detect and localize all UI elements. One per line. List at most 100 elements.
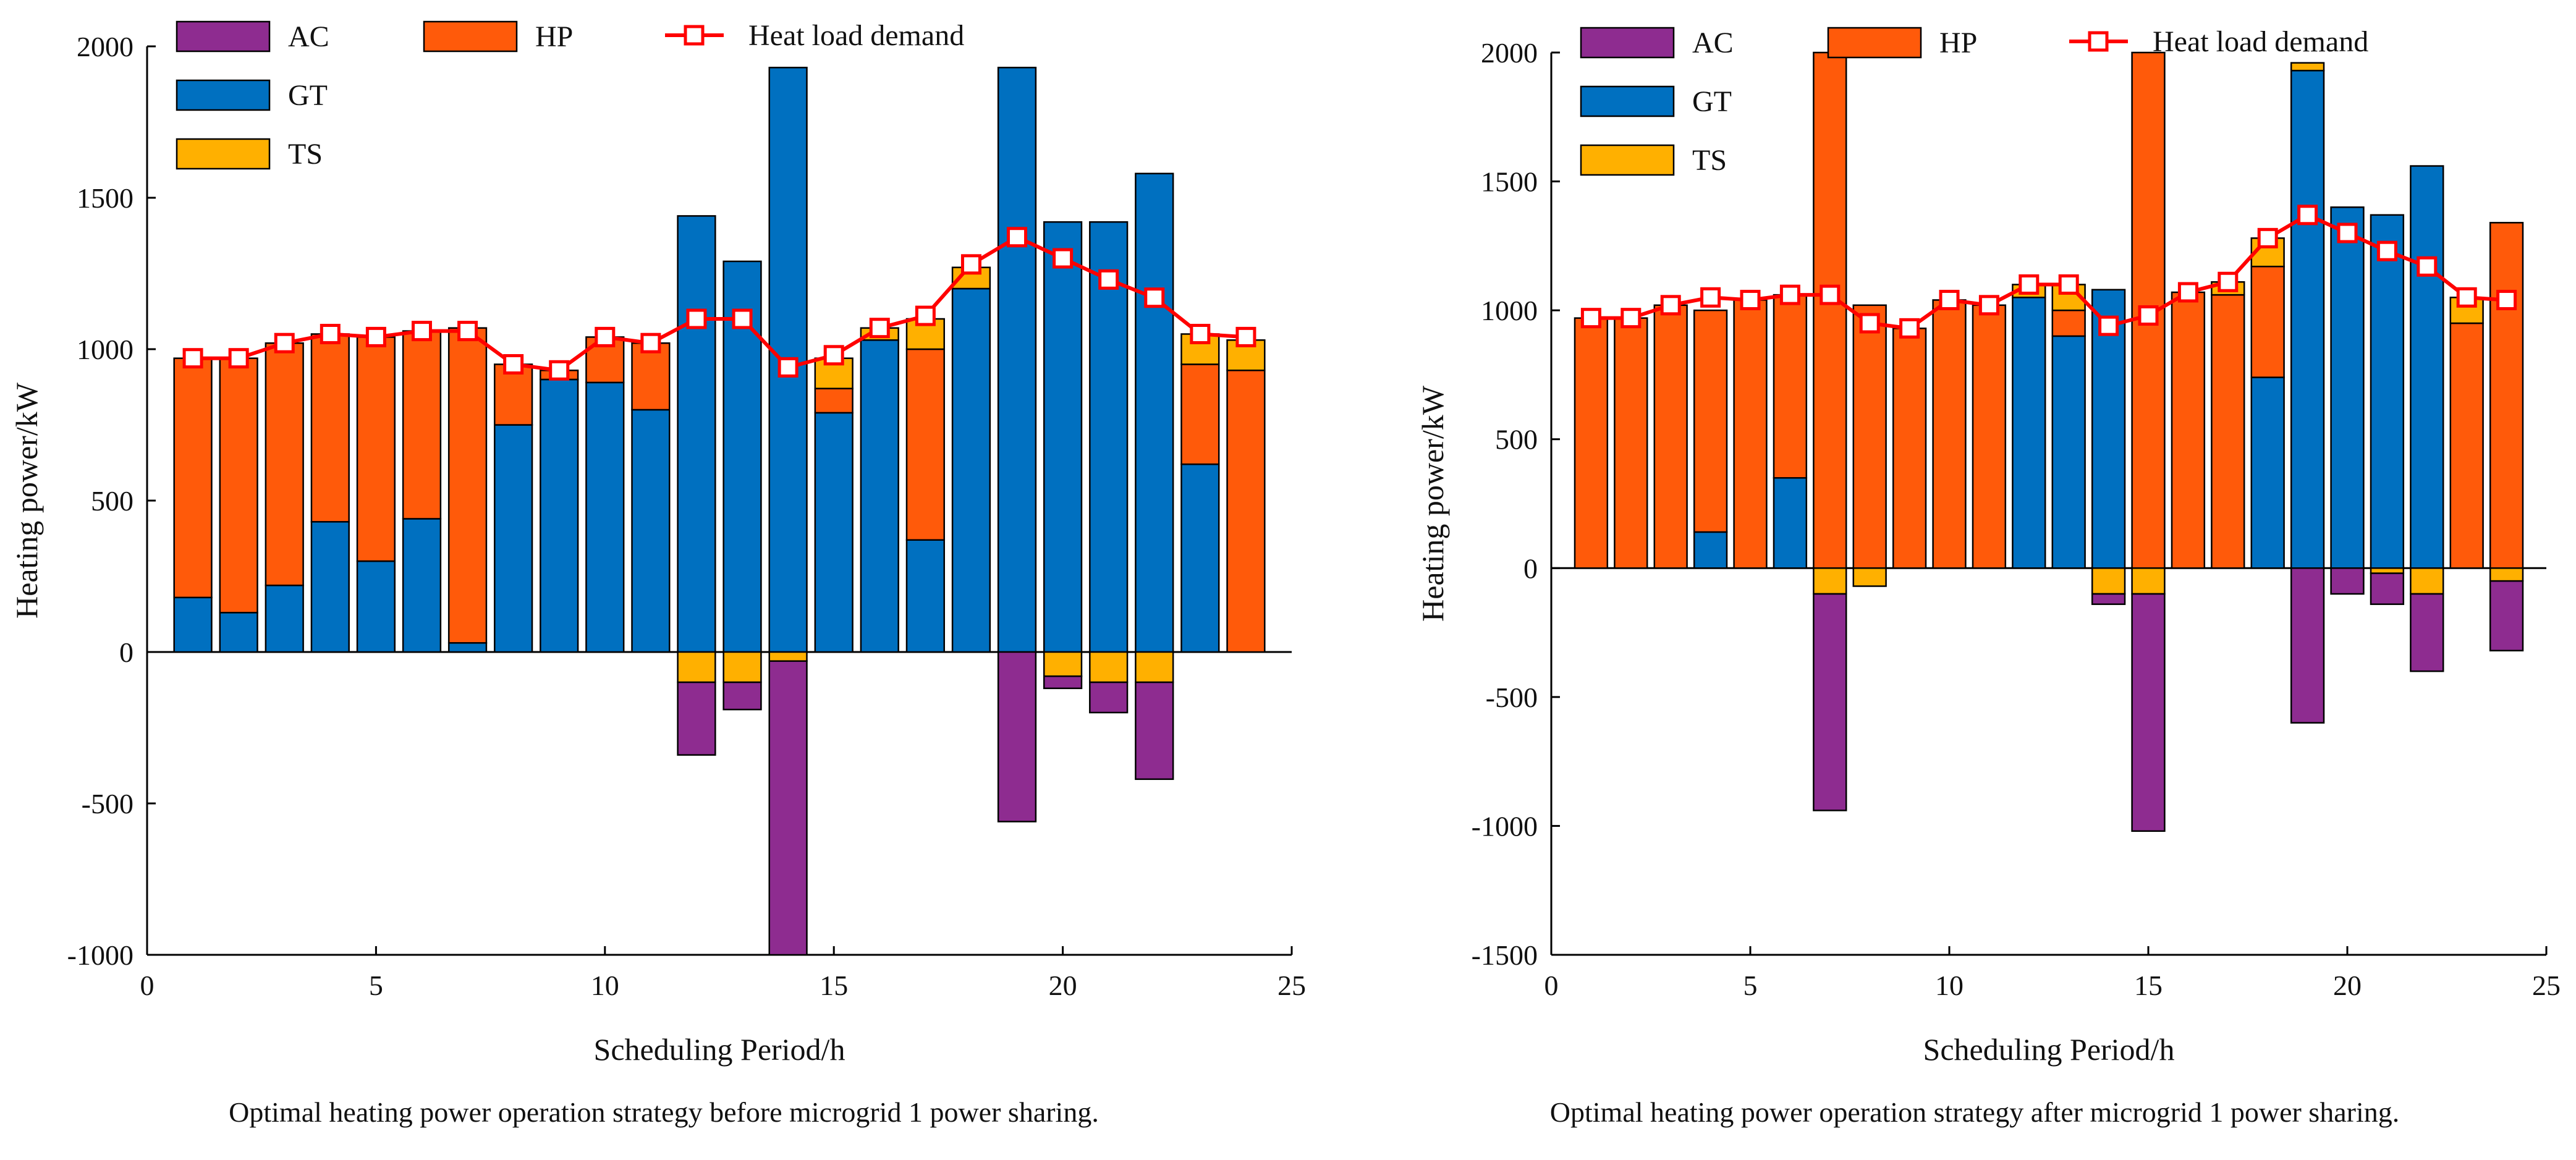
figure-caption: Optimal heating power operation strategy… bbox=[229, 1096, 1099, 1128]
y-tick-label: -1000 bbox=[67, 939, 133, 971]
y-tick-label: 0 bbox=[1523, 552, 1538, 584]
heat-load-marker-5 bbox=[365, 326, 386, 347]
y-tick-label: -1000 bbox=[1472, 810, 1538, 842]
bar-ts-22 bbox=[1135, 651, 1174, 684]
bar-ac-22 bbox=[1135, 681, 1174, 781]
heat-load-marker-2 bbox=[228, 348, 249, 369]
x-tick-label: 15 bbox=[2134, 970, 2163, 1001]
x-tick-label: 10 bbox=[591, 970, 619, 1001]
y-axis-title: Heating power/kW bbox=[1415, 385, 1450, 622]
bar-gt-12 bbox=[677, 215, 716, 653]
heat-load-marker-11 bbox=[640, 332, 661, 354]
chart-2: -1500 -1000 -500 0 500 1000 1500 2000 0 5 10 15 20 25… bbox=[1415, 25, 2561, 1128]
y-tick-label: 1500 bbox=[1481, 166, 1538, 198]
legend-swatch-gt bbox=[176, 79, 271, 111]
heat-load-marker-1 bbox=[182, 348, 203, 369]
heat-load-marker-13 bbox=[732, 308, 753, 329]
bar-hp-11 bbox=[1972, 304, 2007, 569]
bar-ac-21 bbox=[1089, 681, 1129, 714]
chart-1: -1000 -500 0 500 1000 1500 2000 0 5 10 15 20 25 Sched… bbox=[9, 19, 1306, 1128]
legend-label-heat-load-demand: Heat load demand bbox=[2153, 25, 2368, 58]
bar-ts-19 bbox=[2290, 62, 2325, 72]
legend-swatch-gt bbox=[1580, 85, 1675, 117]
bar-ts-24 bbox=[2489, 567, 2524, 582]
x-tick-label: 0 bbox=[1544, 970, 1559, 1001]
x-tick-label: 10 bbox=[1935, 970, 1964, 1001]
bar-gt-4 bbox=[310, 521, 350, 653]
legend-label-gt: GT bbox=[1692, 85, 1732, 118]
heat-load-marker-23 bbox=[2456, 287, 2477, 308]
y-tick-label: 2000 bbox=[77, 31, 133, 62]
bar-hp-7 bbox=[447, 327, 488, 644]
legend-swatch-ac bbox=[176, 20, 271, 53]
heat-load-marker-8 bbox=[503, 354, 524, 375]
bar-gt-3 bbox=[265, 584, 304, 653]
heat-load-marker-4 bbox=[1700, 287, 1721, 308]
x-tick-label: 20 bbox=[2333, 970, 2362, 1001]
heat-load-marker-9 bbox=[549, 360, 570, 381]
bar-hp-15 bbox=[814, 387, 854, 414]
heat-load-marker-20 bbox=[1053, 248, 1074, 269]
bar-hp-18 bbox=[2250, 265, 2285, 378]
y-tick-label: -500 bbox=[1486, 682, 1538, 713]
bar-hp-2 bbox=[219, 357, 258, 614]
legend-label-heat-load-demand: Heat load demand bbox=[748, 19, 964, 52]
heat-load-marker-10 bbox=[595, 326, 616, 347]
heat-load-marker-15 bbox=[2138, 305, 2159, 326]
legend-swatch-hp bbox=[1827, 27, 1922, 59]
bar-gt-6 bbox=[1773, 477, 1808, 569]
bar-gt-5 bbox=[356, 560, 396, 653]
legend-swatch-ac bbox=[1580, 27, 1675, 59]
bar-gt-15 bbox=[814, 412, 854, 653]
bar-ac-22 bbox=[2410, 593, 2444, 672]
bar-ac-19 bbox=[2290, 567, 2325, 724]
bar-gt-21 bbox=[1089, 221, 1129, 653]
x-tick-label: 5 bbox=[1743, 970, 1758, 1001]
x-tick-label: 15 bbox=[820, 970, 848, 1001]
x-tick-label: 25 bbox=[2532, 970, 2561, 1001]
bar-hp-9 bbox=[1892, 328, 1927, 569]
legend-label-hp: HP bbox=[1939, 27, 1977, 59]
bar-hp-7 bbox=[1813, 51, 1847, 569]
bar-ac-14 bbox=[768, 660, 808, 956]
heat-load-marker-3 bbox=[1660, 295, 1681, 316]
bar-gt-19 bbox=[997, 67, 1037, 653]
bar-ac-21 bbox=[2370, 572, 2405, 605]
heat-load-marker-8 bbox=[1859, 313, 1880, 334]
bar-ts-21 bbox=[1089, 651, 1129, 684]
bar-gt-1 bbox=[173, 596, 213, 653]
heat-load-marker-17 bbox=[915, 305, 936, 326]
bar-gt-8 bbox=[494, 424, 533, 653]
heat-load-marker-6 bbox=[1779, 284, 1800, 305]
legend-swatch-ts bbox=[1580, 144, 1675, 176]
figure-caption: Optimal heating power operation strategy… bbox=[1550, 1096, 2399, 1128]
heat-load-marker-18 bbox=[960, 254, 981, 275]
heat-load-marker-15 bbox=[823, 345, 844, 366]
bar-gt-20 bbox=[2330, 206, 2365, 569]
bar-hp-24 bbox=[1226, 370, 1266, 653]
bar-hp-5 bbox=[1733, 299, 1768, 569]
heat-load-marker-6 bbox=[411, 321, 432, 342]
bar-hp-23 bbox=[1180, 363, 1220, 465]
legend: AC HP Heat load demand GT TS bbox=[176, 19, 964, 171]
heat-load-marker-21 bbox=[2376, 240, 2397, 261]
bar-hp-2 bbox=[1614, 317, 1648, 569]
bar-hp-6 bbox=[1773, 294, 1808, 479]
heat-load-marker-1 bbox=[1580, 308, 1601, 329]
legend-swatch-hp bbox=[423, 20, 518, 53]
heat-load-marker-24 bbox=[2496, 289, 2517, 310]
heat-load-marker-19 bbox=[1007, 227, 1028, 248]
bar-ac-19 bbox=[997, 651, 1037, 823]
bar-ac-12 bbox=[677, 681, 716, 756]
legend: AC HP Heat load demand GT TS bbox=[1580, 25, 2368, 177]
heat-load-marker-7 bbox=[1820, 284, 1841, 305]
heat-load-marker-19 bbox=[2297, 205, 2318, 226]
bar-gt-18 bbox=[2250, 376, 2285, 569]
legend-marker-heat-load-demand bbox=[684, 25, 705, 46]
bar-hp-8 bbox=[494, 363, 533, 426]
bar-hp-24 bbox=[2489, 222, 2524, 569]
bar-gt-11 bbox=[631, 409, 671, 653]
y-tick-label: 500 bbox=[91, 485, 133, 517]
bar-gt-4 bbox=[1693, 531, 1728, 569]
